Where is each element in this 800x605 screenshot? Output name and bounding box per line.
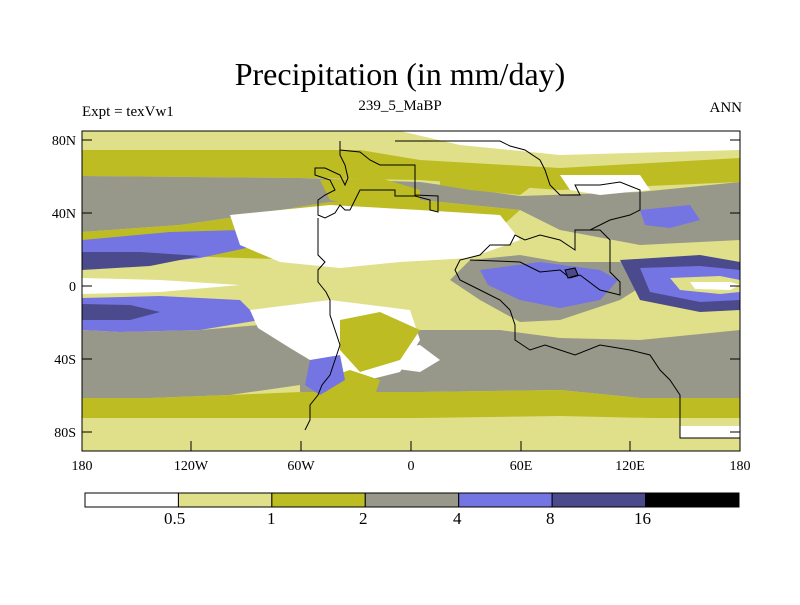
- lon-label: 60W: [287, 459, 315, 474]
- experiment-label: Expt = texVw1: [82, 104, 174, 120]
- season-label: ANN: [709, 100, 743, 116]
- lon-ticks: [81, 441, 741, 451]
- lon-label: 120W: [174, 459, 209, 474]
- lon-label: 180: [730, 459, 751, 474]
- coastline-east: [395, 140, 740, 439]
- colorbar-label: 1: [267, 509, 276, 528]
- equatorial-dry-west: [82, 278, 240, 294]
- colorbar-label: 4: [453, 509, 462, 528]
- lat-label: 40N: [52, 207, 76, 222]
- tropical-wet-east: [480, 262, 618, 308]
- colorbar-label: 8: [546, 509, 555, 528]
- colorbar: [84, 492, 740, 508]
- lat-label: 80S: [54, 426, 76, 441]
- colorbar-swatch: [271, 492, 366, 508]
- colorbar-swatch: [364, 492, 460, 508]
- colorbar-swatch: [84, 492, 179, 508]
- lon-label: 120E: [615, 459, 645, 474]
- band-south-olive: [82, 390, 740, 420]
- lat-label: 40S: [54, 353, 76, 368]
- coastline-north: [314, 141, 439, 219]
- band-south-grey: [82, 325, 300, 398]
- precipitation-field: [82, 131, 740, 451]
- plot-title: Precipitation (in mm/day): [234, 56, 566, 92]
- colorbar-label: 16: [634, 509, 651, 528]
- period-label: 239_5_MaBP: [358, 98, 442, 114]
- subtropical-dry-north: [230, 205, 520, 268]
- lat-label: 80N: [52, 134, 76, 149]
- colorbar-swatch: [645, 492, 740, 508]
- colorbar-label: 2: [359, 509, 368, 528]
- lon-label: 60E: [510, 459, 533, 474]
- colorbar-swatch: [177, 492, 273, 508]
- colorbar-swatch: [458, 492, 553, 508]
- colorbar-swatch: [551, 492, 647, 508]
- lon-label: 180: [72, 459, 93, 474]
- lon-label: 0: [408, 459, 415, 474]
- lat-label: 0: [69, 280, 76, 295]
- band-north-grey: [82, 176, 740, 245]
- coastline-west: [304, 218, 341, 431]
- lat-ticks: [82, 139, 740, 433]
- colorbar-label: 0.5: [164, 509, 186, 528]
